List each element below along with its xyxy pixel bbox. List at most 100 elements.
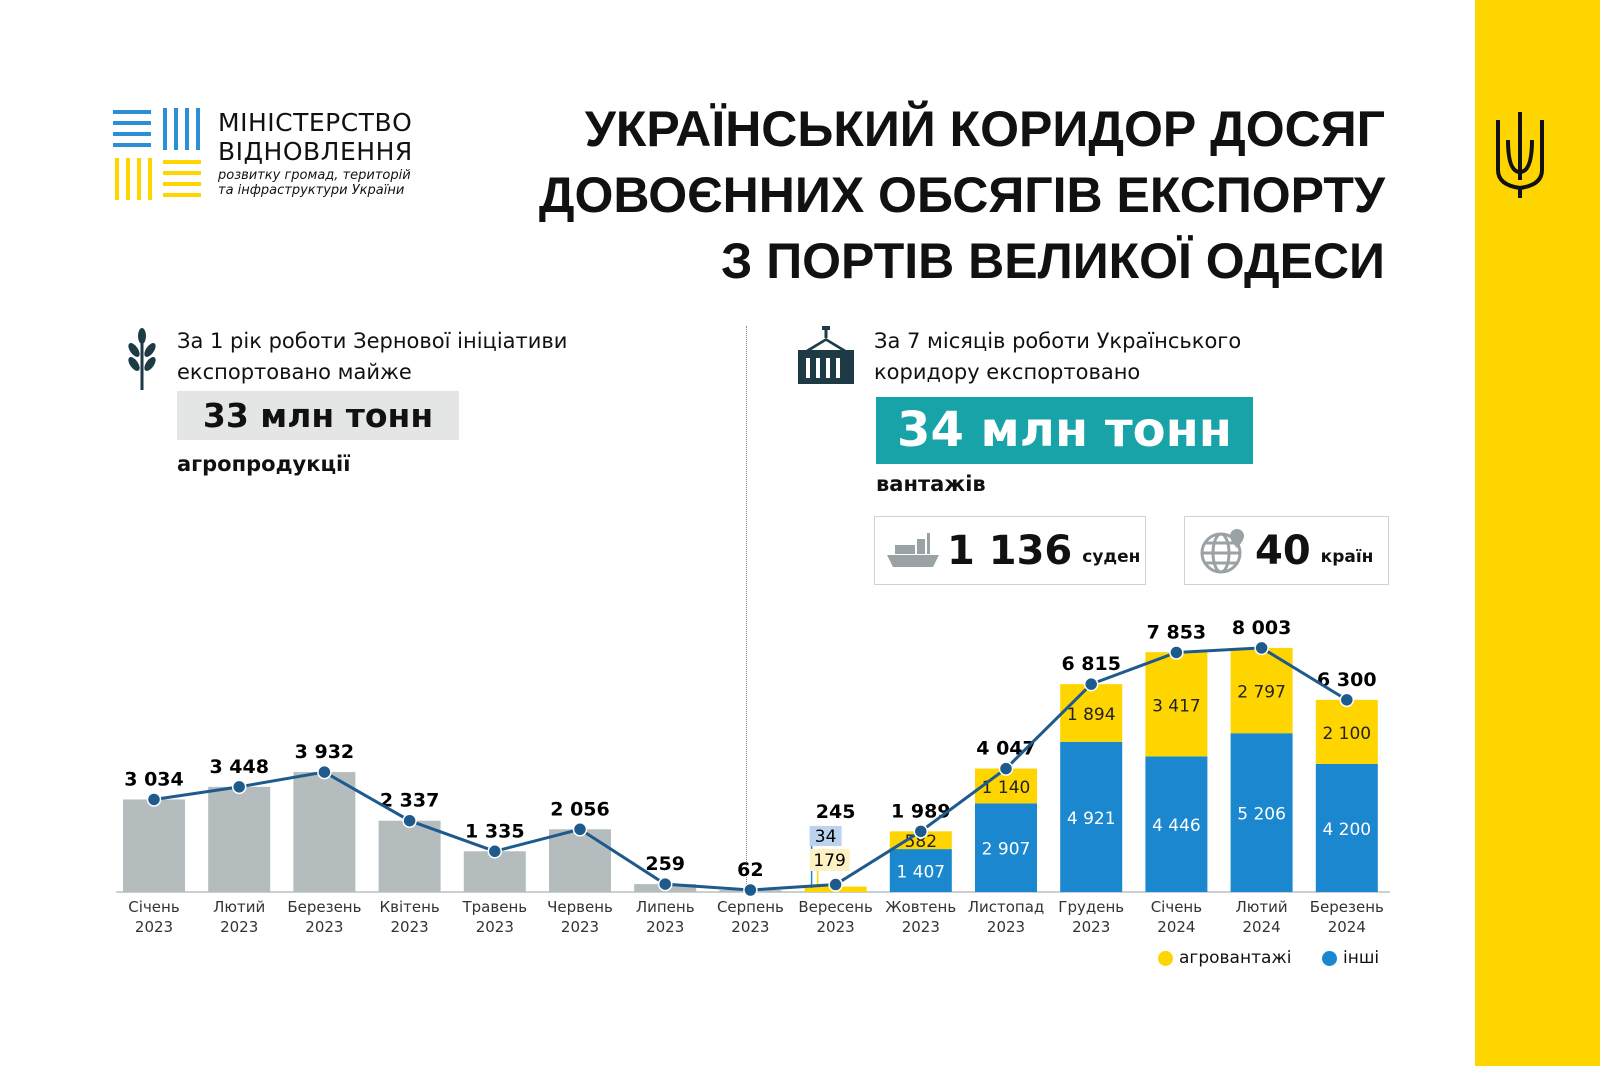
x-tick-month: Січень bbox=[128, 898, 179, 916]
total-point bbox=[231, 779, 247, 795]
wheat-icon bbox=[128, 328, 156, 390]
total-label: 1 335 bbox=[465, 820, 525, 842]
left-subtitle: агропродукції bbox=[177, 452, 351, 476]
x-tick-month: Жовтень bbox=[885, 898, 956, 916]
x-tick-year: 2023 bbox=[646, 918, 684, 936]
total-point bbox=[657, 876, 673, 892]
x-tick-year: 2023 bbox=[987, 918, 1025, 936]
bar-label-agro: 2 100 bbox=[1322, 724, 1371, 744]
countries-unit: країн bbox=[1320, 546, 1374, 567]
lead-line: За 1 рік роботи Зернової ініціативи bbox=[177, 329, 568, 353]
total-label: 245 bbox=[816, 801, 856, 823]
total-point bbox=[1169, 645, 1184, 660]
bar bbox=[123, 799, 185, 892]
total-label: 259 bbox=[645, 853, 685, 875]
legend-other: інші bbox=[1322, 948, 1379, 968]
total-label: 6 815 bbox=[1061, 653, 1121, 675]
x-tick-year: 2023 bbox=[561, 918, 599, 936]
x-tick-year: 2023 bbox=[476, 918, 514, 936]
x-tick-month: Липень bbox=[636, 898, 695, 916]
ministry-logo bbox=[113, 108, 201, 200]
bar bbox=[549, 829, 611, 892]
ships-value: 1 136 bbox=[947, 527, 1073, 574]
x-tick-month: Листопад bbox=[968, 898, 1045, 916]
total-point bbox=[998, 761, 1014, 776]
callout-box bbox=[809, 826, 842, 846]
x-tick-month: Червень bbox=[547, 898, 613, 916]
container-crane-icon bbox=[798, 326, 854, 384]
bar-label-other: 34 bbox=[815, 827, 837, 847]
total-point bbox=[743, 882, 758, 898]
x-tick-year: 2023 bbox=[135, 918, 173, 936]
lead-line: експортовано майже bbox=[177, 360, 412, 384]
globe-pin-icon bbox=[1200, 528, 1244, 573]
total-point bbox=[1083, 676, 1099, 692]
corridor-total-badge: 34 млн тонн bbox=[876, 397, 1253, 464]
bar-label-other: 4 921 bbox=[1067, 809, 1116, 829]
bar-other bbox=[1230, 733, 1293, 892]
bar-other bbox=[1315, 763, 1378, 892]
bar-other bbox=[889, 849, 952, 892]
x-tick-year: 2024 bbox=[1157, 918, 1195, 936]
legend-label: інші bbox=[1343, 948, 1380, 968]
legend-label: агровантажі bbox=[1179, 948, 1292, 968]
title-line: ДОВОЄННИХ ОБСЯГІВ ЕКСПОРТУ bbox=[538, 167, 1385, 223]
x-tick-month: Березень bbox=[287, 898, 361, 916]
total-point bbox=[487, 844, 503, 859]
total-point bbox=[572, 822, 588, 837]
flag-stripe bbox=[1475, 0, 1600, 1066]
bar-label-agro: 1 894 bbox=[1067, 705, 1116, 725]
legend-agro: агровантажі bbox=[1158, 948, 1291, 968]
x-tick-year: 2024 bbox=[1328, 918, 1366, 936]
bar-agro bbox=[1145, 652, 1208, 757]
bar bbox=[208, 786, 271, 892]
bar-label-other: 1 407 bbox=[896, 863, 945, 883]
x-tick-year: 2024 bbox=[1243, 918, 1281, 936]
total-label: 1 989 bbox=[891, 800, 951, 822]
total-label: 7 853 bbox=[1147, 621, 1207, 643]
right-subtitle: вантажів bbox=[876, 472, 986, 496]
x-tick-month: Грудень bbox=[1058, 898, 1124, 916]
x-tick-month: Квітень bbox=[379, 898, 439, 916]
bar-agro bbox=[1060, 684, 1123, 742]
callout-box bbox=[809, 849, 850, 871]
legend-swatch bbox=[1158, 950, 1173, 966]
x-tick-month: Серпень bbox=[717, 898, 784, 916]
bar-label-agro: 2 797 bbox=[1237, 683, 1286, 703]
ships-stat: 1 136 суден bbox=[874, 516, 1146, 585]
total-label: 8 003 bbox=[1232, 617, 1292, 639]
x-tick-month: Січень bbox=[1151, 898, 1202, 916]
page-title: УКРАЇНСЬКИЙ КОРИДОР ДОСЯГ ДОВОЄННИХ ОБСЯ… bbox=[539, 96, 1385, 294]
x-tick-month: Травень bbox=[462, 898, 528, 916]
logo-line: МІНІСТЕРСТВО bbox=[218, 108, 413, 137]
bar-label-agro: 3 417 bbox=[1152, 696, 1201, 716]
total-label: 3 448 bbox=[209, 756, 269, 778]
export-chart: 3 034 Січень 2023 3 448 Лютий 2023 3 932 Березе… bbox=[116, 617, 1390, 936]
title-line: З ПОРТІВ ВЕЛИКОЇ ОДЕСИ bbox=[721, 233, 1385, 289]
ships-unit: суден bbox=[1082, 546, 1141, 567]
title-line: УКРАЇНСЬКИЙ КОРИДОР ДОСЯГ bbox=[584, 101, 1385, 157]
bar-label-other: 2 907 bbox=[982, 840, 1031, 860]
x-tick-year: 2023 bbox=[902, 918, 940, 936]
countries-stat: 40 країн bbox=[1184, 516, 1389, 585]
grain-total-badge: 33 млн тонн bbox=[177, 391, 459, 440]
total-point bbox=[146, 792, 162, 807]
bar bbox=[293, 772, 356, 892]
total-label: 3 034 bbox=[124, 768, 184, 790]
bar-agro bbox=[889, 831, 952, 850]
bar-label-other: 4 200 bbox=[1322, 820, 1371, 840]
x-tick-year: 2023 bbox=[1072, 918, 1110, 936]
x-tick-year: 2023 bbox=[305, 918, 343, 936]
total-point bbox=[402, 813, 417, 828]
logo-title: МІНІСТЕРСТВО ВІДНОВЛЕННЯ bbox=[218, 108, 413, 166]
x-tick-month: Лютий bbox=[213, 898, 265, 916]
total-label: 2 056 bbox=[550, 798, 610, 820]
trident-icon bbox=[1496, 112, 1544, 198]
total-point bbox=[1254, 640, 1269, 656]
right-lead: За 7 місяців роботи Українського коридору… bbox=[874, 326, 1241, 388]
lead-line: коридору експортовано bbox=[874, 360, 1141, 384]
logo-line: ВІДНОВЛЕННЯ bbox=[218, 137, 413, 166]
x-tick-month: Лютий bbox=[1236, 898, 1288, 916]
logo-subtitle: розвитку громад, територій та інфраструкт… bbox=[218, 168, 411, 198]
ship-icon bbox=[887, 532, 939, 567]
